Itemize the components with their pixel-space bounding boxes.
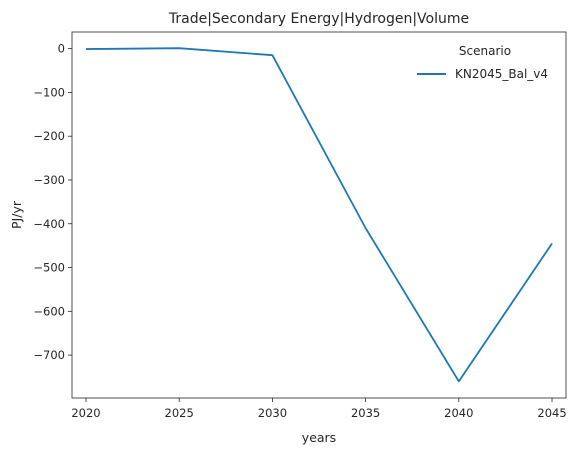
x-tick-label: 2025 [165, 406, 194, 420]
chart-title: Trade|Secondary Energy|Hydrogen|Volume [168, 11, 469, 27]
y-axis-label: PJ/yr [9, 200, 24, 229]
y-tick-label: −500 [33, 261, 65, 275]
y-tick-label: −700 [33, 348, 65, 362]
x-tick-label: 2035 [351, 406, 380, 420]
y-axis: 0 −100 −200 −300 −400 −500 −600 −700 [33, 42, 72, 362]
legend-title: Scenario [459, 44, 511, 58]
y-tick-label: 0 [58, 42, 65, 56]
plot-area: 2020 2025 2030 2035 2040 2045 0 −100 −200 −300 −4… [33, 31, 567, 420]
x-axis: 2020 2025 2030 2035 2040 2045 [71, 398, 567, 420]
y-tick-label: −300 [33, 173, 65, 187]
x-axis-label: years [302, 430, 336, 445]
series-layer [85, 47, 553, 383]
legend: Scenario KN2045_Bal_v4 [417, 44, 548, 81]
series-line-kn2045-bal-v4 [85, 47, 553, 383]
plot-frame [71, 31, 567, 399]
y-tick-label: −100 [33, 85, 65, 99]
x-tick-label: 2020 [71, 406, 100, 420]
x-tick-label: 2030 [258, 406, 287, 420]
legend-label-kn2045-bal-v4: KN2045_Bal_v4 [455, 67, 548, 81]
x-tick-label: 2040 [444, 406, 473, 420]
y-tick-label: −400 [33, 217, 65, 231]
y-tick-label: −600 [33, 304, 65, 318]
x-tick-label: 2045 [537, 406, 566, 420]
y-tick-label: −200 [33, 129, 65, 143]
